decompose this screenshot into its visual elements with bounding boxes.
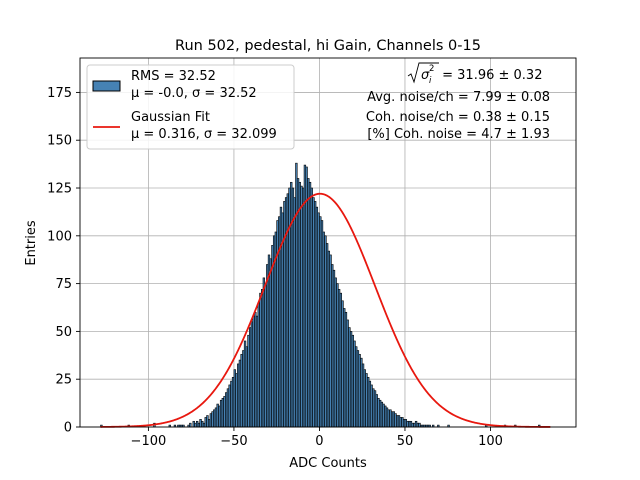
sigma-subscript: i: [429, 76, 432, 86]
chart-title: Run 502, pedestal, hi Gain, Channels 0-1…: [175, 38, 481, 54]
y-tick-label: 150: [47, 134, 72, 149]
x-tick-label: −100: [131, 434, 167, 449]
legend: RMS = 32.52 μ = -0.0, σ = 32.52 Gaussian…: [86, 64, 295, 150]
legend-histogram-label: RMS = 32.52: [131, 69, 216, 84]
legend-histogram-swatch: [92, 80, 121, 92]
y-axis-label: Entries: [24, 220, 39, 266]
y-tick-label: 25: [55, 373, 72, 388]
histogram-bar: [189, 422, 192, 428]
x-axis-ticks: −100 −50 0 50 100: [131, 427, 503, 449]
y-tick-label: 0: [64, 421, 72, 436]
gaussian-fit-curve: [100, 192, 551, 428]
y-axis-ticks: 0 25 50 75 100 125 150 175: [47, 86, 80, 436]
plot-frame: [79, 57, 577, 428]
y-tick-label: 75: [55, 277, 72, 292]
legend-fit-label: Gaussian Fit: [131, 110, 210, 125]
legend-box: [86, 64, 295, 150]
legend-fit-stats: μ = 0.316, σ = 32.099: [131, 127, 277, 142]
annotation-coh-noise-percent: [%] Coh. noise = 4.7 ± 1.93: [367, 127, 550, 142]
annotation-coh-noise: Coh. noise/ch = 0.38 ± 0.15: [366, 110, 550, 125]
x-tick-label: 0: [315, 434, 323, 449]
sqrt-radical-icon: [407, 62, 439, 84]
annotation-sqrt-sigma: σ i 2 = 31.96 ± 0.32: [407, 62, 542, 86]
y-tick-label: 125: [47, 182, 72, 197]
annotation-avg-noise: Avg. noise/ch = 7.99 ± 0.08: [367, 90, 550, 105]
x-tick-label: −50: [220, 434, 247, 449]
sigma-superscript: 2: [429, 64, 434, 74]
sigma-symbol: σ: [421, 68, 430, 83]
legend-histogram-stats: μ = -0.0, σ = 32.52: [131, 86, 257, 101]
annotation-rms-text: = 31.96 ± 0.32: [438, 68, 542, 83]
noise-annotations: σ i 2 = 31.96 ± 0.32 Avg. noise/ch = 7.9…: [366, 62, 550, 142]
x-tick-label: 50: [397, 434, 414, 449]
x-axis-label: ADC Counts: [289, 456, 367, 471]
y-tick-label: 100: [47, 229, 72, 244]
y-tick-label: 175: [47, 86, 72, 101]
y-tick-label: 50: [55, 325, 72, 340]
x-tick-label: 100: [478, 434, 503, 449]
